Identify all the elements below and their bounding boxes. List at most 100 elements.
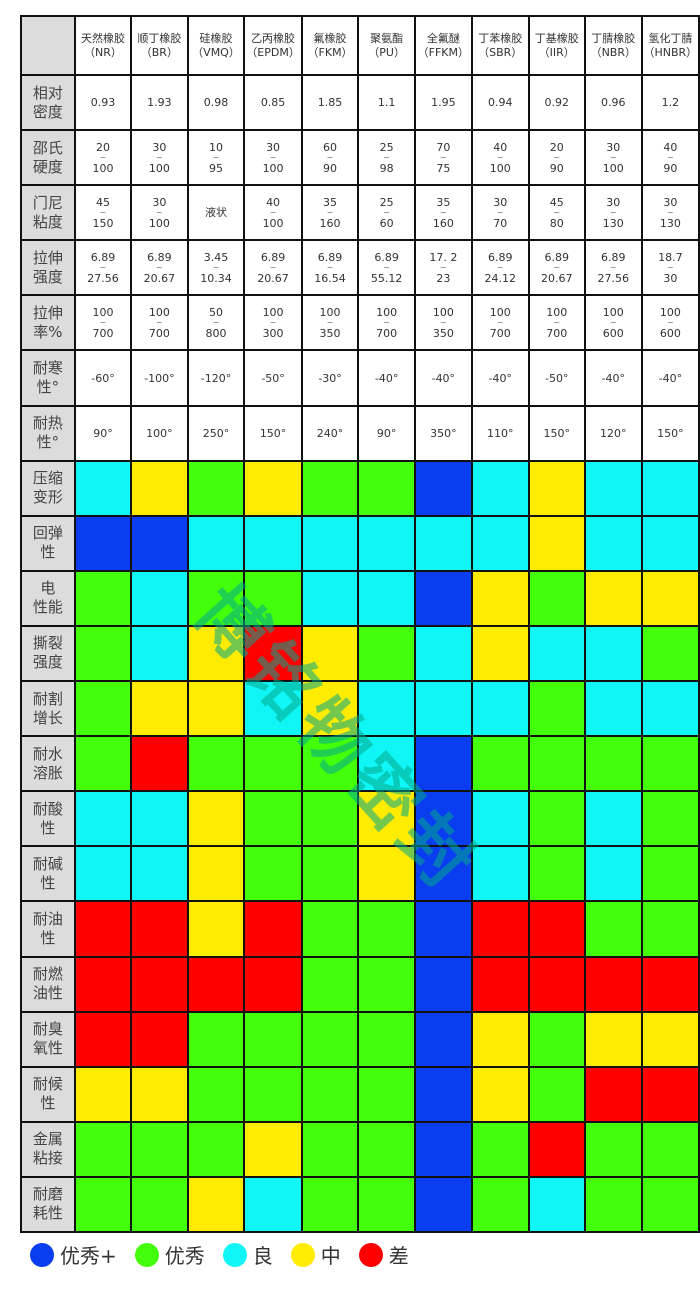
text-line: 金属: [32, 1130, 63, 1149]
range-max: 20.67: [257, 271, 289, 285]
value-cell: 35 ~160: [413, 184, 473, 242]
rating-cell: [300, 790, 360, 848]
text-line: 粘接: [32, 1149, 63, 1168]
rating-cell: [186, 1065, 246, 1123]
text-line: 撕裂: [32, 634, 63, 653]
range-separator: ~: [326, 317, 334, 327]
value-cell: 6.89 ~20.67: [243, 239, 303, 297]
rating-cell: [73, 955, 133, 1013]
rating-row: 耐水 溶胀: [20, 735, 700, 793]
value-cell: 100 ~600: [583, 294, 643, 352]
rating-cell: [413, 514, 473, 572]
rating-cell: [300, 845, 360, 903]
value-cell: 100 ~700: [527, 294, 586, 352]
rating-cell: [130, 680, 189, 738]
text-line: 性能: [32, 598, 63, 617]
column-header: 天然橡胶 （NR）: [73, 15, 133, 76]
text-line: 耐碱: [32, 854, 63, 873]
range-separator: ~: [439, 262, 447, 272]
value-cell: 350°: [413, 404, 473, 462]
value-cell: 150°: [243, 404, 303, 462]
rating-cell: [243, 1010, 303, 1068]
legend-item: 优秀+: [30, 1240, 117, 1269]
text-line: 耗性: [32, 1204, 63, 1223]
rating-cell: [413, 680, 473, 738]
row-label: 耐臭 氧性: [20, 1010, 76, 1068]
rating-cell: [357, 459, 416, 517]
rating-cell: [300, 680, 360, 738]
range-separator: ~: [156, 207, 163, 217]
range-min: 20: [549, 140, 564, 154]
rating-cell: [413, 735, 473, 793]
value-cell: 25 ~98: [357, 129, 416, 187]
rating-cell: [470, 569, 530, 627]
value-cell: 6.89 ~16.54: [300, 239, 360, 297]
rating-cell: [470, 514, 530, 572]
row-label: 耐碱性: [20, 845, 76, 903]
legend-label: 优秀: [164, 1244, 205, 1268]
range-min: 6.89: [374, 250, 399, 264]
rating-cell: [357, 790, 416, 848]
range-max: 100: [92, 161, 114, 175]
rating-row: 耐碱性: [20, 845, 700, 903]
row-label: 耐寒 性°: [20, 349, 76, 407]
rating-cell: [583, 1010, 643, 1068]
numeric-row: 拉伸 强度 6.89 ~27.56 6.89 ~20.67 3.45 ~10.34 6.89 ~2…: [20, 239, 700, 297]
rating-cell: [300, 459, 360, 517]
value-cell: 30 ~100: [130, 184, 189, 242]
value-cell: -50°: [243, 349, 303, 407]
legend-item: 良: [222, 1240, 273, 1269]
rating-cell: [413, 1120, 473, 1178]
material-code: （NR）: [84, 45, 122, 59]
range-min: 40: [493, 140, 508, 154]
legend-dot-icon: [134, 1242, 159, 1267]
row-label: 拉伸 强度: [20, 239, 76, 297]
row-label: 回弹性: [20, 514, 76, 572]
rating-cell: [413, 900, 473, 958]
text-line: 油性: [32, 984, 63, 1003]
rating-cell: [357, 955, 416, 1013]
range-separator: ~: [99, 152, 107, 162]
range-min: 30: [493, 195, 508, 209]
rating-cell: [470, 900, 530, 958]
range-min: 35: [323, 195, 338, 209]
rating-cell: [413, 459, 473, 517]
text-line: 邵氏: [32, 138, 63, 157]
range-min: 25: [379, 140, 394, 154]
text-line: 回弹: [32, 524, 63, 543]
legend-dot-icon: [222, 1242, 247, 1267]
rating-cell: [527, 1175, 586, 1233]
range-max: 20.67: [143, 271, 176, 285]
rating-cell: [243, 900, 303, 958]
value-cell: -40°: [470, 349, 530, 407]
rating-cell: [583, 680, 643, 738]
value-cell: 30 ~130: [640, 184, 700, 242]
numeric-row: 拉伸 率% 100 ~700 100 ~700 50 ~800 100 ~300 100 ~350 10…: [20, 294, 700, 352]
range-max: 60: [379, 216, 394, 230]
text-line: 耐热: [32, 414, 63, 433]
rating-cell: [73, 1175, 133, 1233]
rating-cell: [470, 1120, 530, 1178]
range-separator: ~: [553, 262, 561, 272]
text-line: 耐磨: [32, 1185, 63, 1204]
range-max: 160: [432, 216, 454, 230]
range-min: 70: [436, 140, 451, 154]
rating-cell: [357, 1010, 416, 1068]
range-separator: ~: [383, 207, 390, 217]
rating-cell: [527, 1010, 586, 1068]
rating-cell: [243, 569, 303, 627]
range-min: 3.45: [203, 250, 229, 264]
value-cell: 0.98: [186, 73, 246, 132]
rating-cell: [583, 459, 643, 517]
value-cell: 3.45 ~10.34: [186, 239, 246, 297]
value-cell: 30 ~70: [470, 184, 530, 242]
rating-cell: [583, 735, 643, 793]
rating-cell: [640, 845, 700, 903]
range-separator: ~: [269, 317, 277, 327]
rating-cell: [527, 790, 586, 848]
rating-cell: [583, 1175, 643, 1233]
legend-label: 差: [388, 1244, 409, 1268]
value-cell: 100 ~700: [73, 294, 133, 352]
range-separator: ~: [212, 262, 220, 272]
rating-cell: [130, 900, 189, 958]
